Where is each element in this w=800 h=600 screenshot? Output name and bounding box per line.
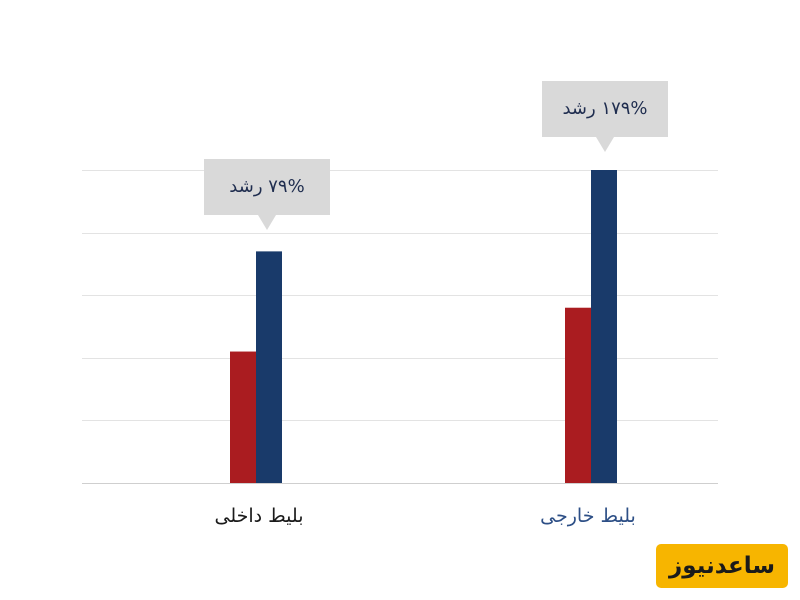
growth-callout-domestic: ۷۹% رشد: [204, 159, 330, 230]
saednews-logo: ساعدنیوز: [656, 544, 788, 588]
bar-domestic-series-2: [256, 251, 282, 483]
growth-callout-international: ۱۷۹% رشد: [542, 81, 668, 152]
bar-international-series-1: [565, 307, 591, 483]
category-label-international: بلیط خارجی: [540, 505, 636, 527]
bar-international-series-2: [591, 170, 617, 483]
bars: [230, 170, 617, 483]
category-label-domestic: بلیط داخلی: [214, 505, 304, 527]
bar-domestic-series-1: [230, 351, 256, 483]
gridlines: [82, 170, 718, 484]
